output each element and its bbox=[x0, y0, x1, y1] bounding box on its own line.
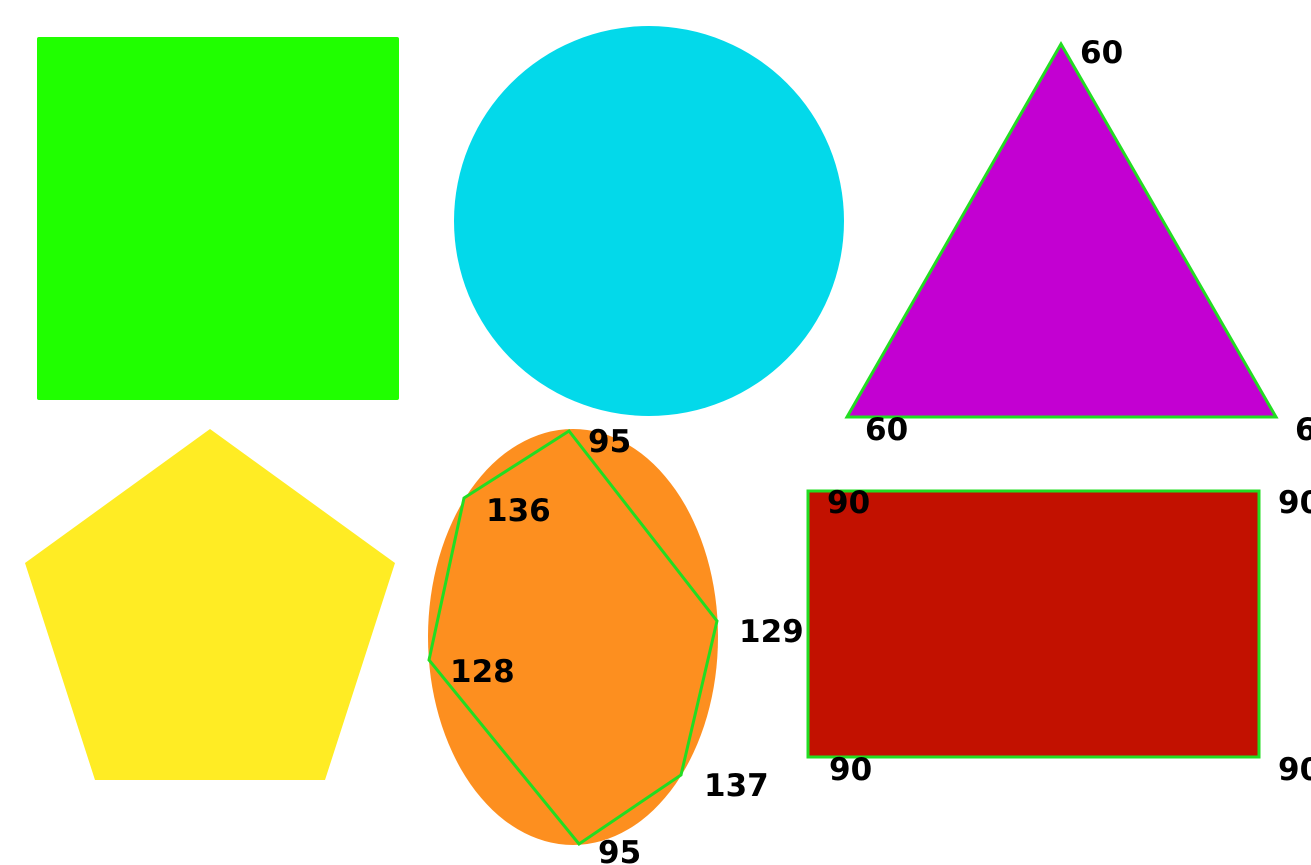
yellow-pentagon bbox=[25, 429, 395, 780]
magenta-triangle bbox=[844, 40, 1279, 419]
ellipse-angle-upper-left: 136 bbox=[486, 493, 551, 529]
ellipse-angle-right: 129 bbox=[739, 614, 804, 650]
red-rectangle bbox=[806, 489, 1261, 759]
orange-ellipse bbox=[428, 429, 718, 845]
ellipse-angle-bottom: 95 bbox=[598, 835, 641, 865]
ellipse-angle-lower-right: 137 bbox=[704, 768, 769, 804]
ellipse-contour-polygon bbox=[427, 429, 719, 847]
ellipse-angle-left: 128 bbox=[450, 654, 515, 690]
triangle-angle-top: 60 bbox=[1080, 35, 1123, 71]
rectangle-angle-bottom-left: 90 bbox=[829, 752, 872, 788]
triangle-angle-bottom-right: 6 bbox=[1295, 412, 1311, 448]
green-square bbox=[37, 37, 399, 400]
rectangle-angle-top-right: 90 bbox=[1278, 485, 1311, 521]
rectangle-angle-bottom-right: 90 bbox=[1278, 752, 1311, 788]
cyan-circle bbox=[454, 26, 844, 416]
ellipse-angle-top: 95 bbox=[588, 424, 631, 460]
rectangle-angle-top-left: 90 bbox=[827, 485, 870, 521]
triangle-angle-bottom-left: 60 bbox=[865, 412, 908, 448]
